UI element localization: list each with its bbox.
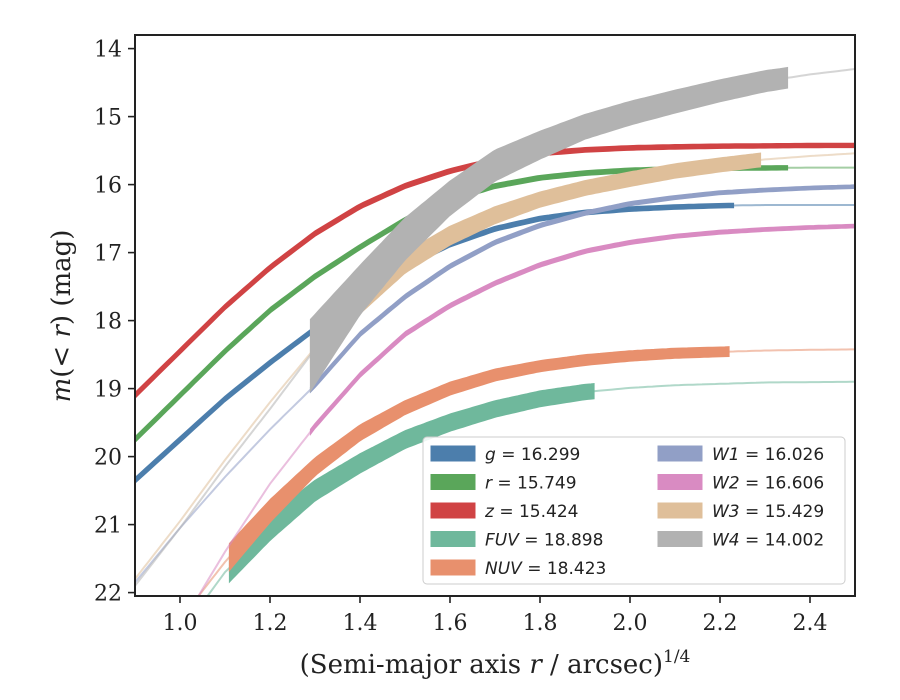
legend-swatch-w4 xyxy=(657,531,703,547)
series-w1-band xyxy=(309,184,855,394)
legend-label-g: g = 16.299 xyxy=(485,445,580,465)
legend-swatch-z xyxy=(430,502,476,519)
legend-swatch-nuv xyxy=(430,559,476,576)
series-w2-band xyxy=(309,223,855,436)
y-tick-label: 15 xyxy=(94,106,122,131)
legend-swatch-w1 xyxy=(657,445,703,462)
series-fuv-band xyxy=(228,383,595,584)
legend-box xyxy=(422,436,846,585)
x-tick-label: 1.6 xyxy=(433,611,468,636)
legend-swatch-fuv xyxy=(430,531,476,547)
x-axis-label-exponent: 1/4 xyxy=(663,647,690,667)
legend-label-z: z = 15.424 xyxy=(484,502,578,522)
legend-label-nuv: NUV = 18.423 xyxy=(485,559,606,579)
legend-swatch-g xyxy=(430,445,476,462)
series-w2 xyxy=(197,223,855,596)
x-tick-label: 1.4 xyxy=(343,611,378,636)
legend-label-fuv: FUV = 18.898 xyxy=(485,531,603,551)
series-fuv xyxy=(206,380,855,596)
series-w4 xyxy=(135,66,855,587)
x-tick-label: 2.0 xyxy=(613,611,648,636)
y-axis-label: m(< r) (mag) xyxy=(47,230,77,403)
plot-frame xyxy=(134,34,856,597)
x-tick-label: 2.4 xyxy=(793,611,828,636)
legend-label-w3: W3 = 15.429 xyxy=(712,502,824,522)
series-r-band xyxy=(135,165,789,444)
x-tick-label: 1.0 xyxy=(163,611,198,636)
legend-swatch-r xyxy=(430,474,476,490)
y-tick-label: 19 xyxy=(94,378,122,403)
legend: g = 16.299 r = 15.749 z = 15.424 FUV = 18.8… xyxy=(422,436,846,585)
series-nuv xyxy=(197,346,855,596)
legend-label-w4: W4 = 14.002 xyxy=(712,531,824,551)
legend-label-w1: W1 = 16.026 xyxy=(712,445,824,465)
series-nuv-band xyxy=(228,346,730,572)
x-axis-label: (Semi-major axis r / arcsec)1/4 xyxy=(300,647,691,680)
x-tick-label: 1.8 xyxy=(523,611,558,636)
legend-swatch-w2 xyxy=(657,474,703,490)
legend-label-w2: W2 = 16.606 xyxy=(712,474,824,494)
y-tick-label: 20 xyxy=(94,446,122,471)
y-tick-label: 14 xyxy=(94,38,122,63)
legend-swatch-w3 xyxy=(657,502,703,519)
ticks-layer: 1.0 1.2 1.4 1.6 1.8 2.0 2.2 2.4 14 15 16 17 18 19 20 21… xyxy=(94,38,828,636)
y-tick-label: 22 xyxy=(94,582,122,607)
x-tick-label: 1.2 xyxy=(253,611,288,636)
y-tick-label: 18 xyxy=(94,310,122,335)
y-tick-label: 21 xyxy=(94,514,122,539)
y-tick-label: 16 xyxy=(94,174,122,199)
series-w4-band xyxy=(309,66,789,393)
y-tick-label: 17 xyxy=(94,242,122,267)
series-layer xyxy=(135,66,855,596)
series-w1 xyxy=(135,184,855,584)
series-z-band xyxy=(135,142,855,399)
x-tick-label: 2.2 xyxy=(703,611,738,636)
legend-label-r: r = 15.749 xyxy=(485,474,577,494)
